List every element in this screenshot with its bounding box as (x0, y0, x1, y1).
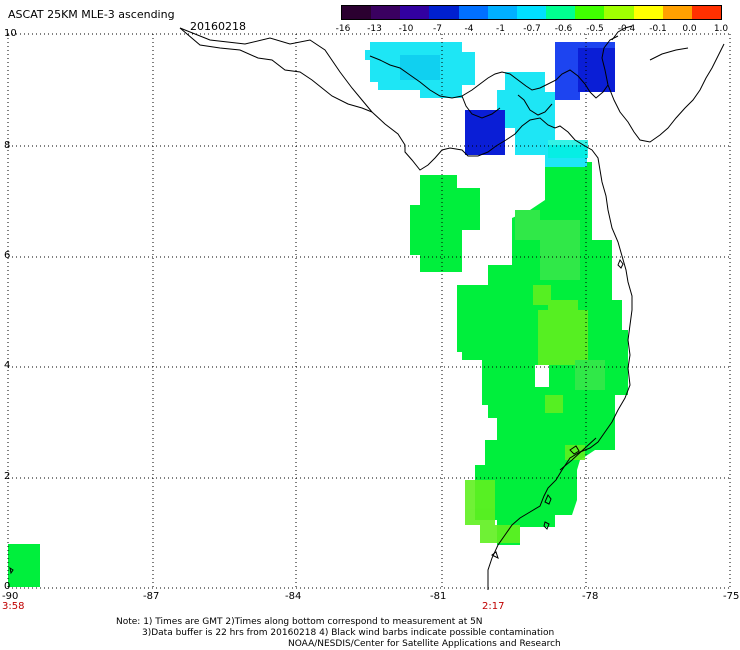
swath-cyan-central (497, 72, 555, 155)
time-label-west: 3:58 (2, 601, 25, 612)
credit-line: NOAA/NESDIS/Center for Satellite Applica… (288, 639, 561, 649)
colorbar-swatch (371, 6, 401, 19)
coastline (179, 25, 725, 590)
colorbar-label: 0.0 (682, 24, 697, 34)
time-label-center: 2:17 (482, 601, 505, 612)
colorbar-swatch (487, 6, 517, 19)
swath-green-west (410, 175, 480, 272)
colorbar-swatch (691, 6, 722, 19)
note-line-1: Note: 1) Times are GMT 2)Times along bot… (116, 617, 483, 627)
swath-cyan-dark (400, 55, 440, 80)
colorbar-label: -0.4 (617, 24, 636, 34)
colorbar-label: -1 (496, 24, 505, 34)
colorbar-swatch (546, 6, 576, 19)
lon-label-81: -81 (430, 591, 447, 602)
colorbar-label: -0.1 (649, 24, 667, 34)
colorbar-label: -0.7 (523, 24, 541, 34)
swath-blue-west (465, 110, 505, 155)
colorbar-label: -4 (464, 24, 474, 34)
colorbar-swatch (400, 6, 430, 19)
colorbar-swatch (633, 6, 663, 19)
swath-green-corner (8, 544, 40, 587)
colorbar-swatch (458, 6, 488, 19)
lat-label-10: 10 (4, 28, 17, 39)
colorbar-label: -10 (398, 24, 414, 34)
lat-label-4: 4 (4, 360, 11, 371)
colorbar-swatch (575, 6, 605, 19)
colorbar-label: -13 (367, 24, 382, 34)
colorbar-swatch (516, 6, 547, 19)
colorbar-swatch (342, 6, 372, 19)
wind-data-swaths (8, 42, 628, 587)
lat-label-6: 6 (4, 250, 11, 261)
swath-cyan-light (548, 140, 588, 158)
lon-label-75: -75 (723, 591, 740, 602)
lon-label-78: -78 (582, 591, 599, 602)
colorbar-swatch (429, 6, 459, 19)
colorbar-label: -0.5 (586, 24, 604, 34)
colorbar-swatch (662, 6, 692, 19)
lon-label-90: -90 (2, 591, 19, 602)
colorbar-label: -7 (433, 24, 442, 34)
swath-lime-patches (465, 285, 588, 543)
map-title: ASCAT 25KM MLE-3 ascending (8, 8, 175, 21)
map-date: 20160218 (190, 20, 246, 33)
colorbar-label: -0.6 (554, 24, 573, 34)
lon-label-87: -87 (143, 591, 160, 602)
colorbar (341, 5, 722, 20)
colorbar-label: -16 (335, 24, 351, 34)
swath-blue-dark (578, 48, 615, 92)
colorbar-label: 1.0 (713, 24, 729, 34)
coastline-islands (9, 258, 624, 575)
colorbar-swatch (604, 6, 634, 19)
lat-lon-grid (7, 33, 731, 589)
note-line-2: 3)Data buffer is 22 hrs from 20160218 4)… (142, 628, 555, 638)
lat-label-0: 0 (4, 581, 11, 592)
swath-green-shade (515, 210, 605, 390)
swath-gap (535, 365, 549, 387)
lon-label-84: -84 (285, 591, 302, 602)
lat-label-8: 8 (4, 140, 11, 151)
lat-label-2: 2 (4, 471, 11, 482)
